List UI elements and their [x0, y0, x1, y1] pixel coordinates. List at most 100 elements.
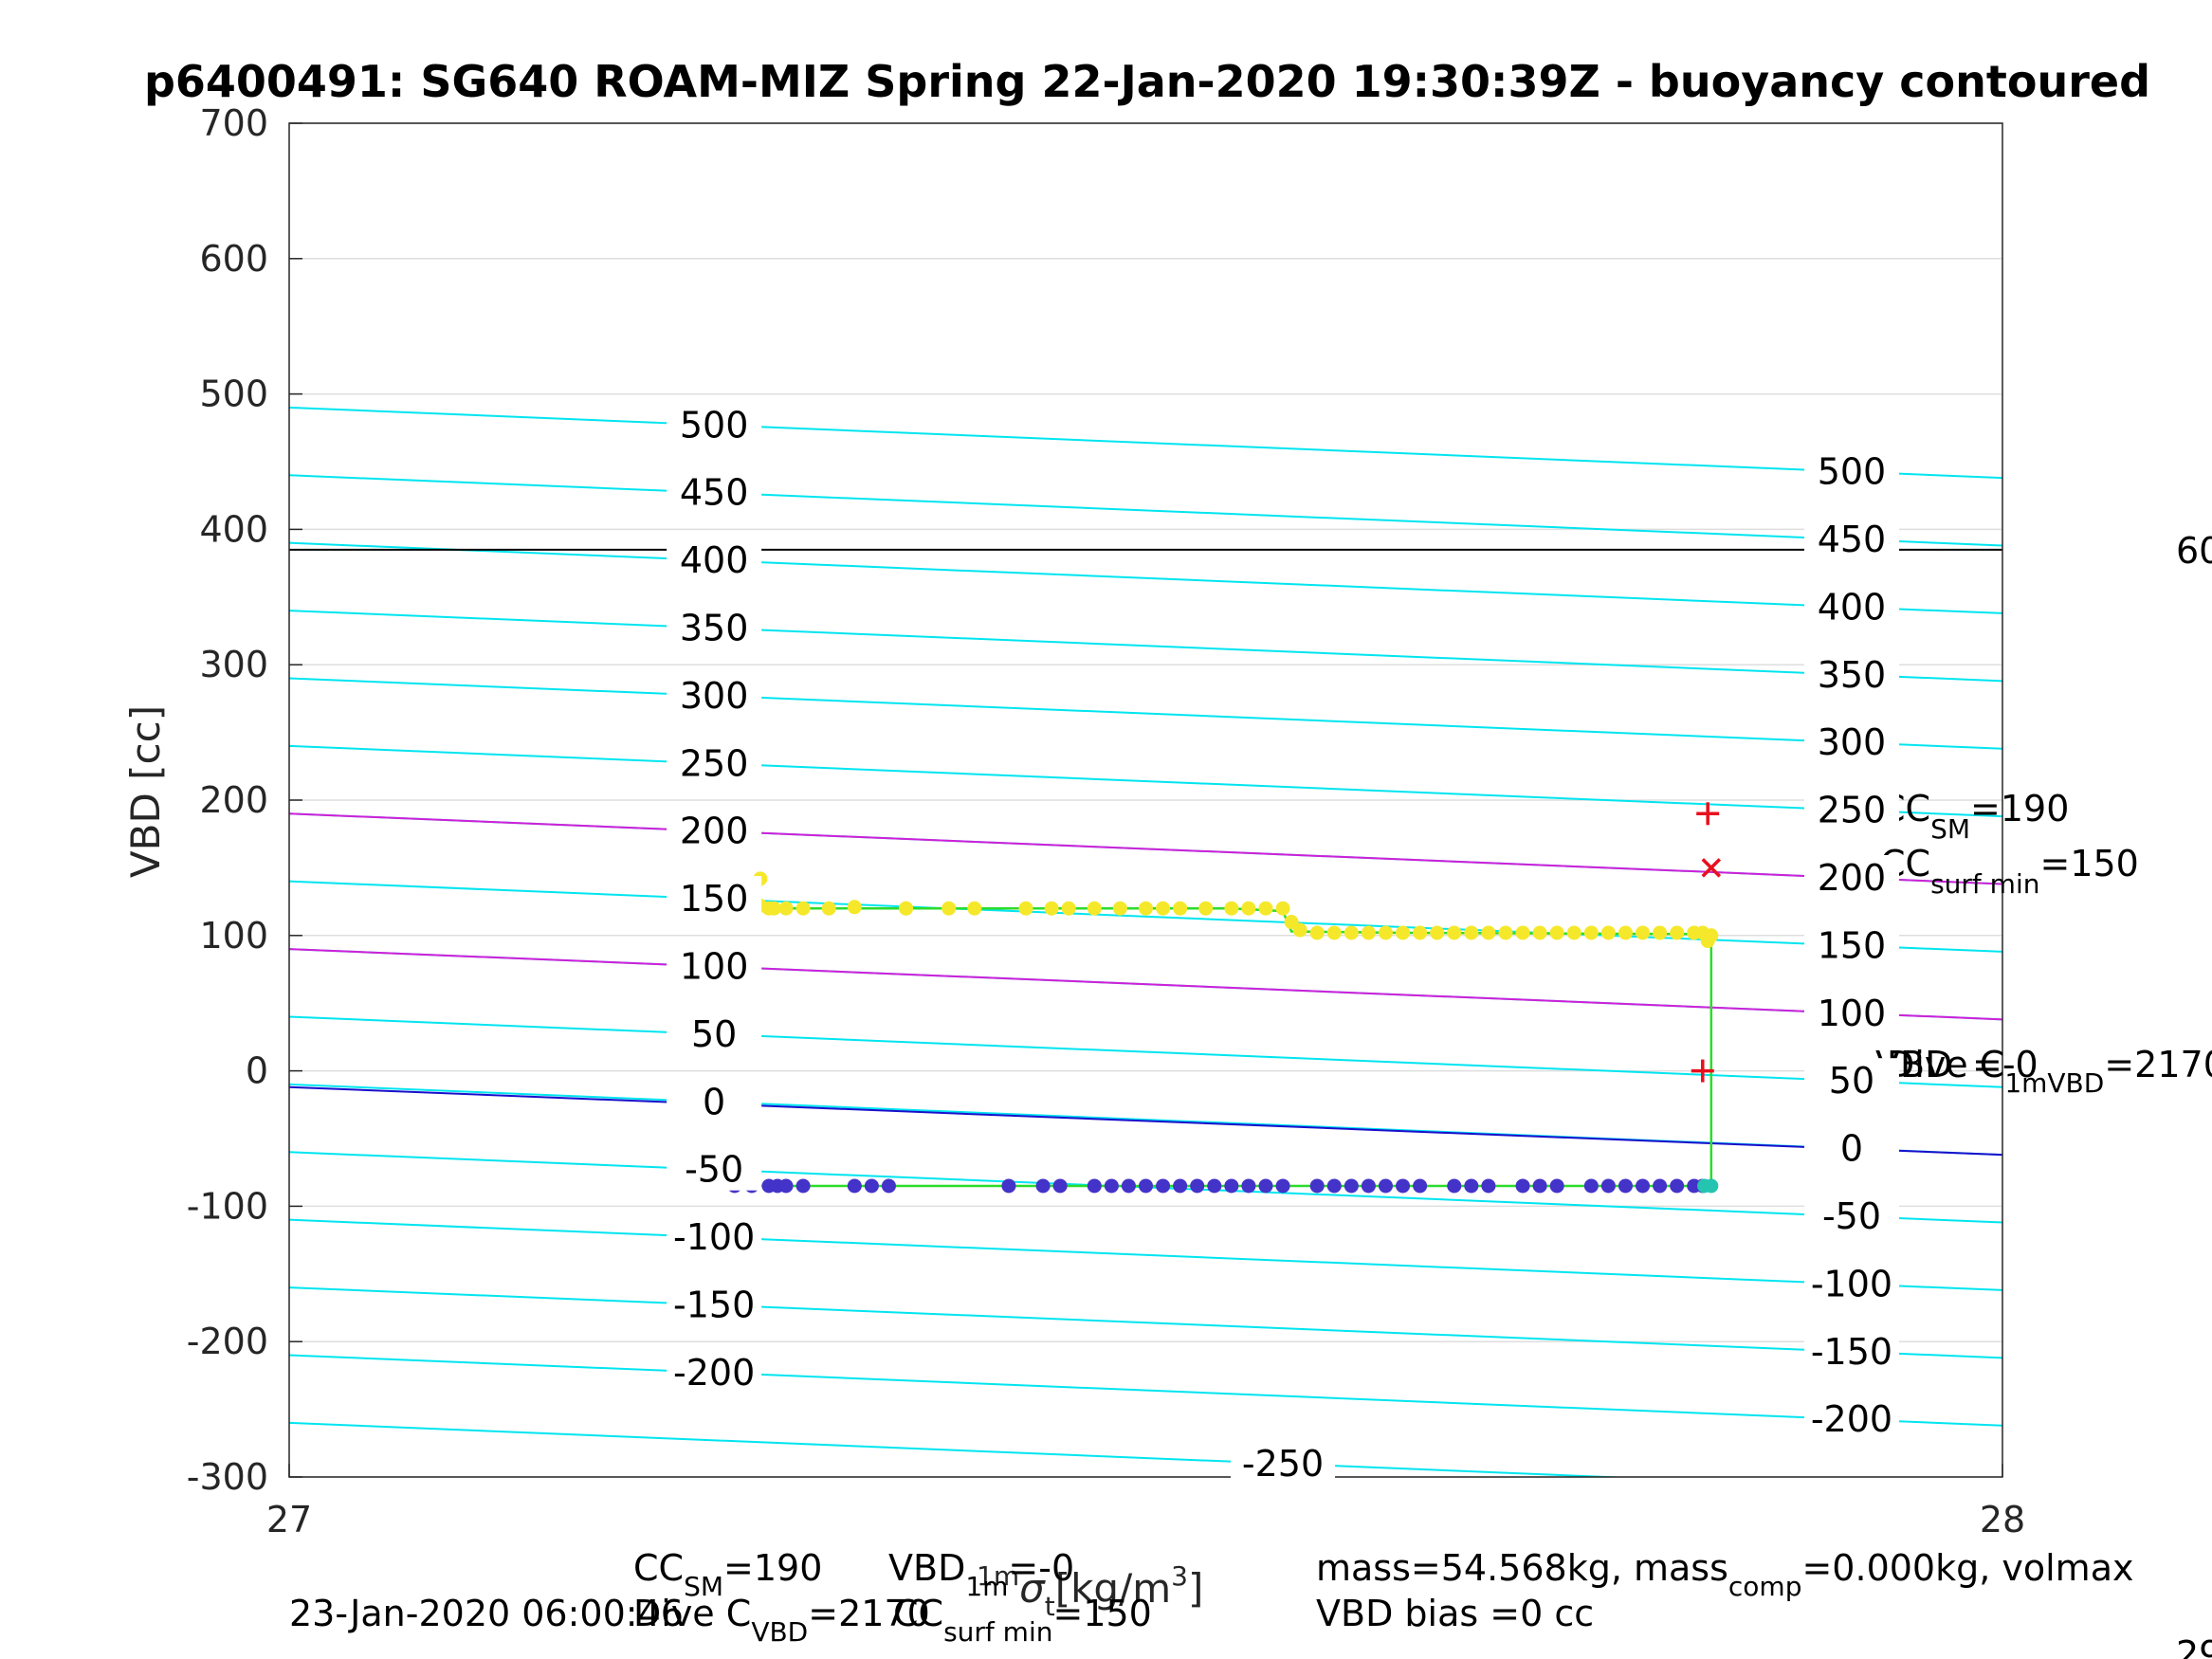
data-point — [766, 901, 781, 916]
y-tick-label: -200 — [187, 1321, 268, 1362]
contour-line — [289, 1218, 2002, 1291]
contour-label: 200 — [680, 811, 749, 852]
data-point — [1309, 925, 1325, 940]
contour-label: 350 — [1818, 654, 1887, 696]
contour-label: -250 — [1242, 1443, 1324, 1485]
contour-label-bg — [1803, 787, 1899, 831]
x-axis-label: 1mσt[kg/m3] — [977, 1560, 1203, 1622]
contour-label-bg — [1803, 1396, 1899, 1441]
footer-dive-c-vbd: Dive CVBD=2170 — [633, 1593, 930, 1648]
magenta-line — [289, 812, 2002, 885]
contour-label: -200 — [673, 1352, 755, 1394]
chart-title: p6400491: SG640 ROAM-MIZ Spring 22-Jan-2… — [144, 56, 2150, 107]
data-point — [1104, 1178, 1119, 1194]
data-point — [1258, 1178, 1273, 1194]
buoyancy-contours — [289, 406, 2002, 1477]
data-point — [1464, 925, 1479, 940]
contour-label: 100 — [1818, 993, 1887, 1034]
data-point — [1481, 925, 1496, 940]
contour-label: 50 — [691, 1013, 737, 1055]
contour-line — [289, 1421, 1631, 1477]
contour-label: 150 — [680, 878, 749, 920]
data-point — [1413, 925, 1428, 940]
contour-label-bg — [1803, 922, 1899, 967]
contour-label-bg — [667, 402, 762, 447]
data-point — [1378, 925, 1393, 940]
data-point — [795, 901, 811, 916]
plus-marker — [1696, 802, 1720, 826]
contour-label-bg — [667, 605, 762, 649]
footer-cc-surfmin: CCsurf min=150 — [893, 1593, 1152, 1648]
contour-label-bg — [1803, 1328, 1899, 1373]
y-tick-label: 500 — [199, 374, 268, 415]
grid — [289, 122, 2002, 1478]
contour-label: 500 — [1818, 451, 1887, 493]
data-point — [1052, 1178, 1068, 1194]
data-point — [847, 1178, 862, 1194]
footer-mass: mass=54.568kg, masscomp=0.000kg, volmax — [1316, 1547, 2133, 1602]
data-point — [1241, 901, 1256, 916]
footer-cc-sm: CCSM=190 — [633, 1547, 822, 1602]
data-point — [1087, 1178, 1102, 1194]
data-point — [1700, 934, 1715, 949]
data-point — [1481, 1178, 1496, 1194]
y-tick-label: 600 — [199, 238, 268, 280]
contour-line — [289, 1015, 2002, 1088]
data-point — [1224, 1178, 1239, 1194]
contour-label-bg — [667, 1146, 762, 1191]
contour-label-bg — [667, 808, 762, 852]
data-point — [1532, 925, 1547, 940]
data-point — [1636, 1178, 1651, 1194]
data-point — [1583, 925, 1599, 940]
y-tick-label: 0 — [246, 1050, 268, 1092]
data-point — [899, 901, 914, 916]
contour-line — [289, 474, 2002, 547]
contour-label-bg — [667, 1079, 762, 1123]
data-point — [1464, 1178, 1479, 1194]
data-point — [1061, 901, 1076, 916]
data-point — [1583, 1178, 1599, 1194]
contour-label-bg — [1803, 1261, 1899, 1305]
data-point — [821, 901, 836, 916]
dive-trace — [734, 906, 1713, 1188]
y-tick-label: -100 — [187, 1185, 268, 1227]
data-point — [1361, 925, 1376, 940]
contour-label: 450 — [1818, 519, 1887, 560]
contour-label-bg — [667, 1011, 762, 1055]
data-point — [1618, 925, 1633, 940]
data-point — [1670, 1178, 1685, 1194]
data-point — [1275, 901, 1290, 916]
y-tick-label: 200 — [199, 779, 268, 821]
contour-line — [289, 610, 2002, 683]
data-point — [1087, 901, 1102, 916]
annotation-dive-c: Dive C1mVBD=2170 — [1887, 1044, 2212, 1099]
contour-label-bg — [1803, 1058, 1899, 1103]
data-point — [778, 1178, 794, 1194]
cross-marker — [1701, 858, 1722, 878]
data-point — [1121, 1178, 1136, 1194]
data-point — [1275, 1178, 1290, 1194]
data-point — [881, 1178, 896, 1194]
data-point — [1447, 925, 1462, 940]
contour-line — [289, 880, 2002, 953]
contour-label-bg — [1803, 448, 1899, 493]
footer-corner-fragment: 29 — [2176, 1633, 2212, 1659]
data-point — [1241, 1178, 1256, 1194]
contour-label: 50 — [1829, 1060, 1874, 1102]
contour-label-bg — [667, 876, 762, 921]
marker-stroke — [1701, 858, 1722, 878]
magenta-line — [289, 948, 2002, 1021]
contour-label: 400 — [680, 539, 749, 581]
data-point — [1566, 925, 1581, 940]
data-point — [1139, 1178, 1153, 1194]
contour-line — [289, 541, 2002, 614]
data-point — [1697, 1178, 1712, 1194]
contour-label-bg — [667, 1349, 762, 1394]
data-point — [1190, 1178, 1205, 1194]
contour-label-bg — [667, 740, 762, 785]
contour-label: -50 — [685, 1149, 743, 1191]
footer-vbd-1m: VBD1m=-0 — [888, 1547, 1074, 1602]
contour-label-bg — [1803, 1125, 1899, 1170]
dive-trace-line — [734, 906, 1713, 1188]
data-point — [1207, 1178, 1222, 1194]
